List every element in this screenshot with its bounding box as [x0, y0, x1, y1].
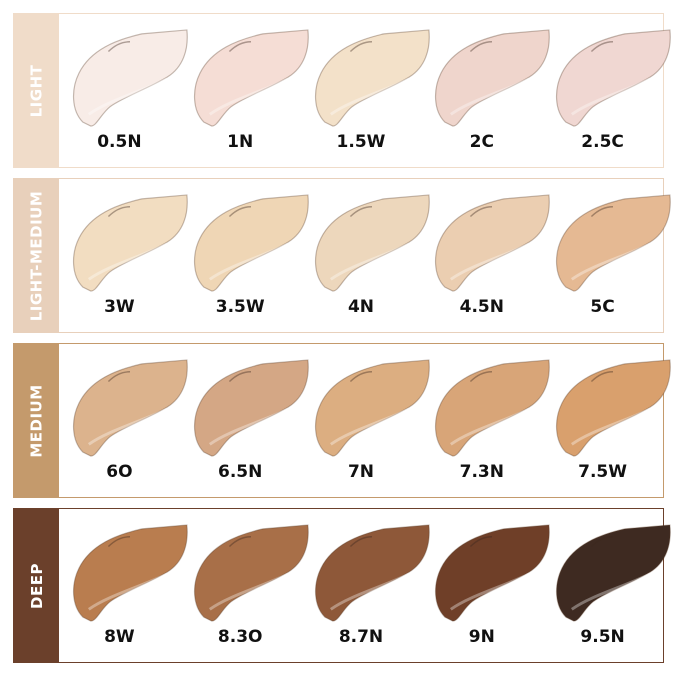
shade-label: 2.5C: [581, 132, 624, 152]
shade-swatch: 8.3O: [180, 509, 309, 662]
group-label-bar: LIGHT: [14, 14, 59, 167]
shade-label: 8.7N: [338, 627, 384, 647]
swatch-smear: [435, 29, 551, 127]
swatch-smear: [435, 524, 551, 622]
shade-swatch: 9.5N: [542, 509, 672, 662]
group-label: LIGHT-MEDIUM: [27, 190, 46, 321]
shade-label: 9N: [468, 627, 495, 647]
swatch-smear: [73, 29, 188, 127]
shade-swatch: 3W: [59, 179, 188, 332]
group-label: LIGHT: [27, 64, 46, 117]
swatch-smear: [314, 359, 430, 457]
shade-row: 6O 6.5N 7N 7.3N 7.5W: [59, 344, 672, 497]
shade-row: 0.5N 1N 1.5W 2C 2.5C: [59, 14, 672, 167]
group-label-bar: LIGHT-MEDIUM: [14, 179, 59, 332]
shade-label: 4.5N: [459, 297, 504, 317]
shade-label: 1N: [227, 132, 254, 152]
shade-group-light: LIGHT 0.5N 1N 1.5W 2C 2.5C: [13, 13, 672, 168]
shade-swatch: 7.3N: [421, 344, 551, 497]
shade-group-medium: MEDIUM 6O 6.5N 7N 7.3N 7.5W: [13, 343, 672, 498]
shade-label: 9.5N: [580, 627, 625, 647]
shade-swatch: 4.5N: [421, 179, 551, 332]
shade-label: 0.5N: [97, 132, 142, 152]
swatch-smear: [435, 359, 551, 457]
swatch-smear: [314, 194, 430, 292]
swatch-smear: [73, 359, 188, 457]
shade-swatch: 2C: [421, 14, 551, 167]
shade-group-light-medium: LIGHT-MEDIUM 3W 3.5W 4N 4.5N 5C: [13, 178, 672, 333]
swatch-smear: [193, 29, 309, 127]
shade-swatch: 1.5W: [301, 14, 430, 167]
shade-label: 4N: [347, 297, 375, 317]
group-label-bar: MEDIUM: [14, 344, 59, 497]
swatch-smear: [193, 359, 309, 457]
swatch-smear: [193, 524, 309, 622]
swatch-smear: [556, 29, 672, 127]
group-label: DEEP: [27, 562, 46, 609]
shade-swatch: 6.5N: [180, 344, 309, 497]
shade-swatch: 1N: [180, 14, 309, 167]
swatch-smear: [556, 359, 672, 457]
shade-swatch: 3.5W: [180, 179, 309, 332]
swatch-smear: [193, 194, 309, 292]
shade-label: 8W: [104, 627, 135, 647]
shade-label: 1.5W: [336, 132, 386, 152]
shade-label: 7N: [347, 462, 375, 482]
shade-group-deep: DEEP 8W 8.3O 8.7N 9N 9.5N: [13, 508, 672, 663]
swatch-smear: [73, 194, 188, 292]
group-label: MEDIUM: [27, 383, 46, 458]
swatch-smear: [435, 194, 551, 292]
shade-label: 7.3N: [459, 462, 504, 482]
shade-label: 5C: [590, 297, 615, 317]
shade-swatch: 4N: [301, 179, 430, 332]
shade-swatch: 5C: [542, 179, 672, 332]
shade-swatch: 8W: [59, 509, 188, 662]
shade-label: 3.5W: [215, 297, 265, 317]
shade-label: 2C: [469, 132, 494, 152]
swatch-smear: [556, 524, 672, 622]
shade-swatch: 7N: [301, 344, 430, 497]
shade-swatch: 9N: [421, 509, 551, 662]
shade-label: 7.5W: [578, 462, 628, 482]
shade-swatch: 0.5N: [59, 14, 188, 167]
shade-label: 6O: [106, 462, 133, 482]
shade-swatch: 2.5C: [542, 14, 672, 167]
shade-swatch: 6O: [59, 344, 188, 497]
swatch-smear: [314, 29, 430, 127]
swatch-smear: [314, 524, 430, 622]
shade-label: 3W: [104, 297, 135, 317]
swatch-smear: [73, 524, 188, 622]
swatch-smear: [556, 194, 672, 292]
shade-swatch: 7.5W: [542, 344, 672, 497]
shade-label: 6.5N: [218, 462, 263, 482]
shade-row: 8W 8.3O 8.7N 9N 9.5N: [59, 509, 672, 662]
shade-label: 8.3O: [217, 627, 263, 647]
shade-row: 3W 3.5W 4N 4.5N 5C: [59, 179, 672, 332]
shade-swatch: 8.7N: [301, 509, 430, 662]
group-label-bar: DEEP: [14, 509, 59, 662]
